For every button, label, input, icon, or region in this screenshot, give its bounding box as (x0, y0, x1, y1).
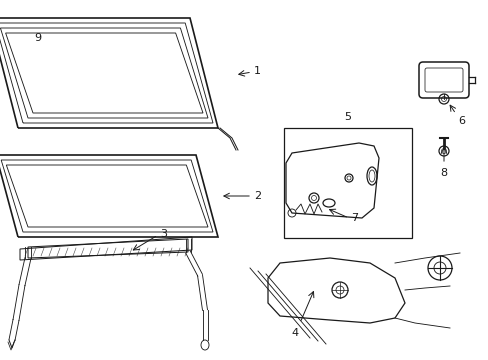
Text: 6: 6 (457, 116, 464, 126)
Text: 7: 7 (350, 213, 357, 223)
Bar (284, 128, 411, 238)
Text: 1: 1 (253, 66, 261, 76)
Text: 3: 3 (160, 229, 167, 239)
Text: 9: 9 (34, 33, 41, 43)
Text: 4: 4 (291, 328, 298, 338)
Text: 8: 8 (440, 168, 447, 178)
Text: 2: 2 (253, 191, 261, 201)
Text: 5: 5 (344, 112, 351, 122)
